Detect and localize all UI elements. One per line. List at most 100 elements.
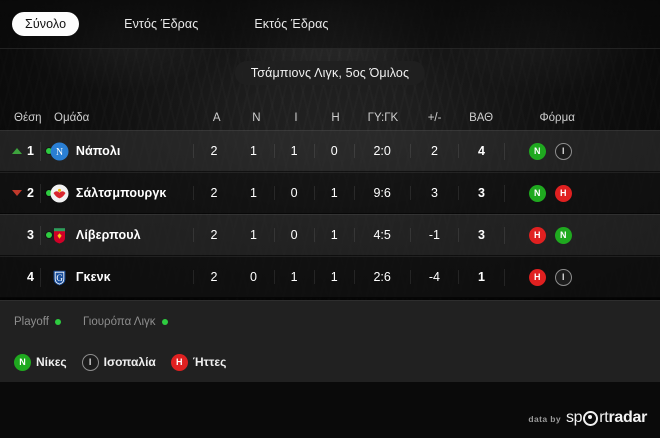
- header-form: Φόρμα: [539, 112, 575, 124]
- position-cell: 1: [0, 144, 52, 158]
- legend-win-badge-icon: Ν: [14, 353, 31, 371]
- legend-item-losses: Η Ήττες: [170, 353, 226, 371]
- goal-diff-cell: -1: [409, 228, 459, 242]
- points-cell: 4: [458, 144, 503, 158]
- losses-cell: 1: [313, 228, 354, 242]
- playoff-dot-icon: [54, 318, 61, 325]
- position-number: 2: [26, 186, 34, 200]
- form-legend: Ν Νίκες Ι Ισοπαλία Η Ήττες: [0, 342, 660, 382]
- tab-away[interactable]: Εκτός Έδρας: [254, 17, 329, 31]
- sportradar-attribution[interactable]: data by sp rt radar: [528, 410, 647, 426]
- table-row[interactable]: 3 Λίβερπουλ 2 1 0 1 4:5 -1 3: [0, 214, 660, 256]
- footer-area: [0, 382, 660, 438]
- header-losses: Η: [331, 112, 340, 124]
- logo-part-radar: radar: [608, 409, 647, 426]
- played-cell: 2: [193, 144, 233, 158]
- form-badge-loss[interactable]: Η: [528, 268, 546, 286]
- tab-home[interactable]: Εντός Έδρας: [124, 17, 199, 31]
- team-cell[interactable]: Λίβερπουλ: [39, 225, 193, 245]
- form-cell: Ν Ι: [503, 142, 660, 160]
- position-cell: 3: [0, 228, 52, 242]
- tab-bar: Σύνολο Εντός Έδρας Εκτός Έδρας: [0, 0, 660, 49]
- team-name: Σάλτσμπουργκ: [75, 186, 167, 200]
- genk-crest-icon: G: [50, 268, 69, 287]
- goal-diff-cell: 3: [409, 186, 459, 200]
- goal-diff-cell: -4: [409, 270, 459, 284]
- table-row[interactable]: 2 Σάλτσμπουργκ 2 1 0 1 9:6 3 3: [0, 172, 660, 214]
- header-draws: Ι: [294, 112, 298, 124]
- form-cell: Η Ι: [503, 268, 660, 286]
- form-cell: Ν Η: [503, 184, 660, 202]
- salzburg-crest-icon: [50, 184, 69, 203]
- header-wins: Ν: [252, 112, 261, 124]
- team-name: Γκενκ: [75, 270, 111, 284]
- tab-total[interactable]: Σύνολο: [12, 12, 80, 36]
- legend-loss-badge-icon: Η: [170, 353, 188, 371]
- sportradar-logo: sp rt radar: [566, 410, 647, 426]
- team-cell[interactable]: G Γκενκ: [39, 267, 193, 287]
- table-row[interactable]: 1 N Νάπολι 2 1 1 0 2:0 2 4 Ν Ι: [0, 130, 660, 172]
- legend-item-playoff[interactable]: Playoff: [14, 316, 61, 328]
- header-points: ΒΑΘ: [469, 112, 494, 124]
- position-number: 1: [26, 144, 34, 158]
- points-cell: 3: [458, 186, 503, 200]
- header-played: Α: [212, 112, 221, 124]
- legend-draw-badge-icon: Ι: [81, 353, 99, 371]
- played-cell: 2: [193, 228, 233, 242]
- form-badge-loss[interactable]: Η: [554, 184, 572, 202]
- goals-cell: 2:0: [353, 144, 410, 158]
- form-cell: Η Ν: [503, 226, 660, 244]
- legend-item-wins: Ν Νίκες: [14, 353, 67, 371]
- position-cell: 2: [0, 186, 52, 200]
- team-cell[interactable]: Σάλτσμπουργκ: [39, 183, 193, 203]
- form-badge-win[interactable]: Ν: [528, 142, 546, 160]
- losses-cell: 1: [313, 270, 354, 284]
- legend-playoff-label: Playoff: [14, 315, 49, 328]
- napoli-crest-icon: N: [50, 142, 69, 161]
- legend-europa-label: Γιουρόπα Λιγκ: [82, 315, 156, 328]
- position-cell: 4: [0, 270, 40, 284]
- header-goal-diff: +/-: [427, 112, 442, 124]
- table-header-row: Θέση Ομάδα Α Ν Ι Η ΓΥ:ΓΚ +/- ΒΑΘ Φόρμα: [0, 106, 660, 130]
- position-number: 4: [26, 270, 34, 284]
- draws-cell: 1: [273, 144, 314, 158]
- wins-cell: 1: [250, 228, 257, 242]
- liverpool-crest-icon: [50, 226, 69, 245]
- logo-part-sp: sp: [565, 409, 583, 426]
- goals-cell: 4:5: [353, 228, 410, 242]
- wins-cell: 0: [250, 270, 257, 284]
- movement-down-icon: [12, 190, 22, 196]
- logo-o-icon: [583, 410, 599, 426]
- played-cell: 2: [193, 186, 233, 200]
- form-badge-draw[interactable]: Ι: [554, 268, 572, 286]
- team-name: Λίβερπουλ: [75, 228, 141, 242]
- header-team: Ομάδα: [54, 112, 90, 124]
- table-row[interactable]: 4 G Γκενκ 2 0 1 1 2:6 -4 1 Η: [0, 256, 660, 298]
- position-number: 3: [26, 228, 34, 242]
- team-name: Νάπολι: [75, 144, 121, 158]
- legend-item-draws: Ι Ισοπαλία: [81, 353, 156, 371]
- goals-cell: 9:6: [353, 186, 410, 200]
- legend-wins-label: Νίκες: [36, 355, 67, 369]
- movement-up-icon: [12, 148, 22, 154]
- legend-item-europa-league[interactable]: Γιουρόπα Λιγκ: [83, 316, 168, 328]
- form-badge-draw[interactable]: Ι: [554, 142, 572, 160]
- form-badge-win[interactable]: Ν: [528, 184, 546, 202]
- europa-dot-icon: [161, 318, 168, 325]
- team-cell[interactable]: N Νάπολι: [39, 141, 193, 161]
- svg-text:G: G: [56, 273, 63, 283]
- form-badge-loss[interactable]: Η: [528, 226, 546, 244]
- data-by-label: data by: [528, 414, 561, 424]
- competition-title: Τσάμπιονς Λιγκ, 5ος Όμιλος: [234, 61, 426, 85]
- points-cell: 3: [458, 228, 503, 242]
- goals-cell: 2:6: [353, 270, 410, 284]
- losses-cell: 1: [313, 186, 354, 200]
- standings-table: Θέση Ομάδα Α Ν Ι Η ΓΥ:ΓΚ +/- ΒΑΘ Φόρμα 1…: [0, 106, 660, 298]
- wins-cell: 1: [250, 186, 257, 200]
- points-cell: 1: [458, 270, 503, 284]
- draws-cell: 0: [273, 228, 314, 242]
- form-badge-win[interactable]: Ν: [554, 226, 572, 244]
- hero-section: Τσάμπιονς Λιγκ, 5ος Όμιλος: [0, 48, 660, 106]
- draws-cell: 1: [273, 270, 314, 284]
